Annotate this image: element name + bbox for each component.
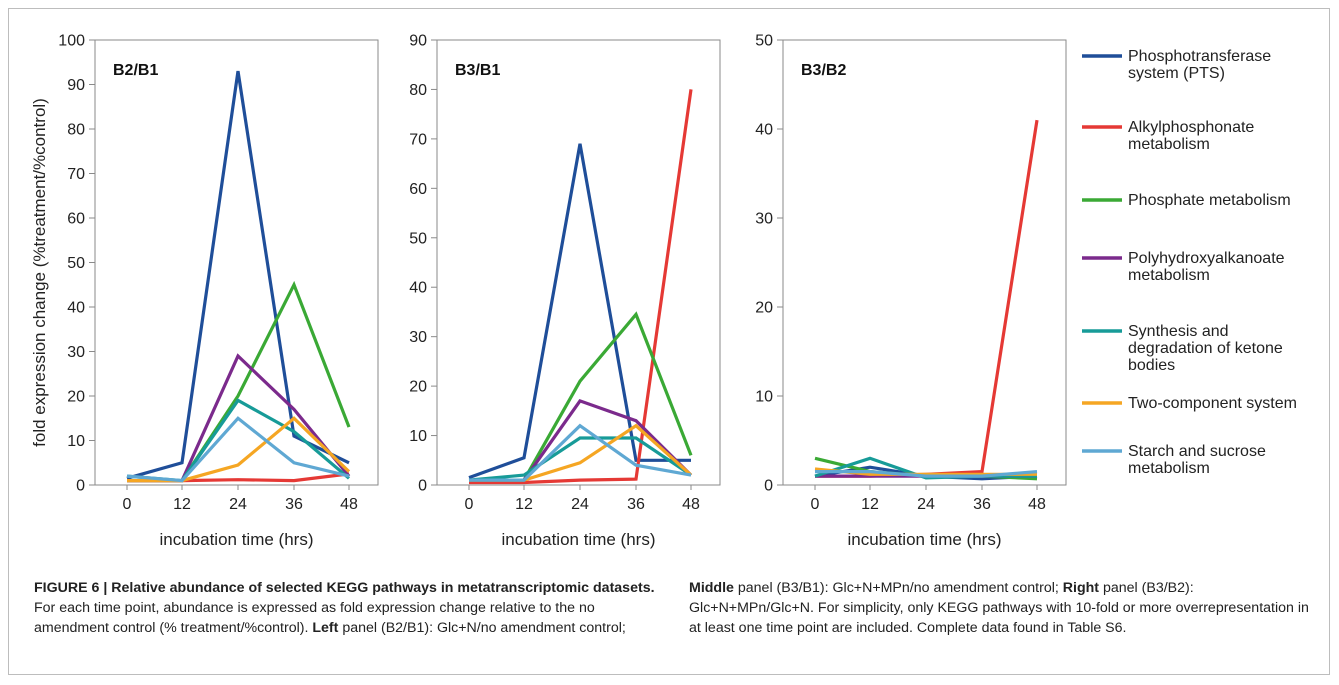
y-tick-label: 60 <box>67 211 85 228</box>
y-tick-label: 50 <box>755 33 773 50</box>
x-axis-title: incubation time (hrs) <box>501 530 655 549</box>
y-tick-label: 0 <box>418 478 427 495</box>
x-tick-label: 36 <box>973 496 991 513</box>
legend-label-line: Alkylphosphonate <box>1128 119 1254 136</box>
series-line-3 <box>469 311 693 482</box>
x-tick-label: 12 <box>861 496 879 513</box>
figure-frame <box>8 8 1330 675</box>
legend-label-line: metabolism <box>1128 136 1210 153</box>
caption-middle-text: panel (B3/B1): Glc+N+MPn/no amendment co… <box>733 580 1063 596</box>
y-tick-label: 10 <box>67 433 85 450</box>
x-tick-label: 36 <box>627 496 645 513</box>
y-tick-label: 60 <box>409 181 427 198</box>
series-line-1 <box>126 70 350 480</box>
x-tick-label: 24 <box>229 496 247 513</box>
caption-text-1: For each time point, abundance is expres… <box>34 600 595 636</box>
legend-label-line: Two-component system <box>1128 395 1297 412</box>
caption-left-text: panel (B2/B1): Glc+N/no amendment contro… <box>338 620 626 636</box>
panel-title: B3/B2 <box>801 62 846 79</box>
y-tick-label: 80 <box>67 122 85 139</box>
series-line-7 <box>126 416 350 483</box>
y-tick-label: 70 <box>409 131 427 148</box>
caption-left-column: FIGURE 6 | Relative abundance of selecte… <box>34 578 659 638</box>
y-tick-label: 40 <box>67 300 85 317</box>
figure-caption: FIGURE 6 | Relative abundance of selecte… <box>34 578 1314 638</box>
series-line-7 <box>815 470 1038 478</box>
x-tick-label: 24 <box>917 496 935 513</box>
x-tick-label: 24 <box>571 496 589 513</box>
caption-left-word: Left <box>312 620 339 636</box>
series-line-1 <box>468 143 691 480</box>
series-line-7 <box>469 423 692 482</box>
y-tick-label: 100 <box>58 33 85 50</box>
chart-panel-1: 0 10 20 30 40 50 60 70 80 90 100 0 12 24 36 48 incubatio… <box>30 33 379 549</box>
y-tick-label: 50 <box>409 230 427 247</box>
x-tick-label: 0 <box>811 496 820 513</box>
legend-label-line: system (PTS) <box>1128 65 1225 82</box>
chart-panel-3: 0 10 20 30 40 50 0 12 24 36 48 incubation time (hrs… <box>755 33 1067 549</box>
y-tick-label: 40 <box>409 280 427 297</box>
series-line-2 <box>469 89 693 485</box>
y-tick-label: 90 <box>409 33 427 50</box>
y-tick-label: 10 <box>409 428 427 445</box>
chart-panel-2: 0 10 20 30 40 50 60 70 80 90 0 12 24 36 48 incubation t… <box>409 33 721 549</box>
x-tick-label: 12 <box>173 496 191 513</box>
x-tick-label: 0 <box>123 496 132 513</box>
panel-title: B2/B1 <box>113 62 158 79</box>
legend-label-line: Starch and sucrose <box>1128 443 1266 460</box>
y-tick-label: 20 <box>67 389 85 406</box>
legend-label-line: Synthesis and <box>1128 323 1229 340</box>
legend-label-line: Phosphate metabolism <box>1128 192 1291 209</box>
legend-label-line: metabolism <box>1128 460 1210 477</box>
y-tick-label: 30 <box>409 329 427 346</box>
legend-item-6: Two-component system <box>1082 395 1297 412</box>
legend-label-line: degradation of ketone <box>1128 340 1283 357</box>
y-tick-label: 30 <box>67 344 85 361</box>
y-tick-label: 80 <box>409 82 427 99</box>
y-tick-label: 70 <box>67 166 85 183</box>
y-tick-label: 20 <box>409 379 427 396</box>
y-tick-label: 10 <box>755 389 773 406</box>
caption-label: FIGURE 6 | Relative abundance of selecte… <box>34 580 655 596</box>
legend-label-line: Polyhydroxyalkanoate <box>1128 250 1285 267</box>
series-line-5 <box>468 436 692 482</box>
series-line-2 <box>815 119 1039 478</box>
x-tick-label: 0 <box>465 496 474 513</box>
caption-right-column: Middle panel (B3/B1): Glc+N+MPn/no amend… <box>689 578 1314 638</box>
x-tick-label: 36 <box>285 496 303 513</box>
y-tick-label: 30 <box>755 211 773 228</box>
x-axis-title: incubation time (hrs) <box>847 530 1001 549</box>
caption-middle-word: Middle <box>689 580 734 596</box>
legend-label-line: Phosphotransferase <box>1128 48 1271 65</box>
plot-area-border <box>436 39 721 486</box>
panel-title: B3/B1 <box>455 62 500 79</box>
plot-area-border <box>782 39 1067 486</box>
x-tick-label: 48 <box>340 496 358 513</box>
legend-label-line: bodies <box>1128 357 1175 374</box>
legend-label-line: metabolism <box>1128 267 1210 284</box>
y-tick-label: 40 <box>755 122 773 139</box>
y-tick-label: 0 <box>76 478 85 495</box>
caption-right-text: panel (B3/B2): Glc+N+MPn/Glc+N. For simp… <box>689 580 1309 636</box>
x-tick-label: 12 <box>515 496 533 513</box>
y-tick-label: 90 <box>67 77 85 94</box>
y-tick-label: 20 <box>755 300 773 317</box>
x-axis-title: incubation time (hrs) <box>159 530 313 549</box>
y-tick-label: 0 <box>764 478 773 495</box>
y-axis-title: fold expression change (%treatment/%cont… <box>30 98 49 447</box>
y-tick-label: 50 <box>67 255 85 272</box>
legend-item-3: Phosphate metabolism <box>1082 192 1291 209</box>
caption-right-word: Right <box>1062 580 1100 596</box>
x-tick-label: 48 <box>1028 496 1046 513</box>
x-tick-label: 48 <box>682 496 700 513</box>
